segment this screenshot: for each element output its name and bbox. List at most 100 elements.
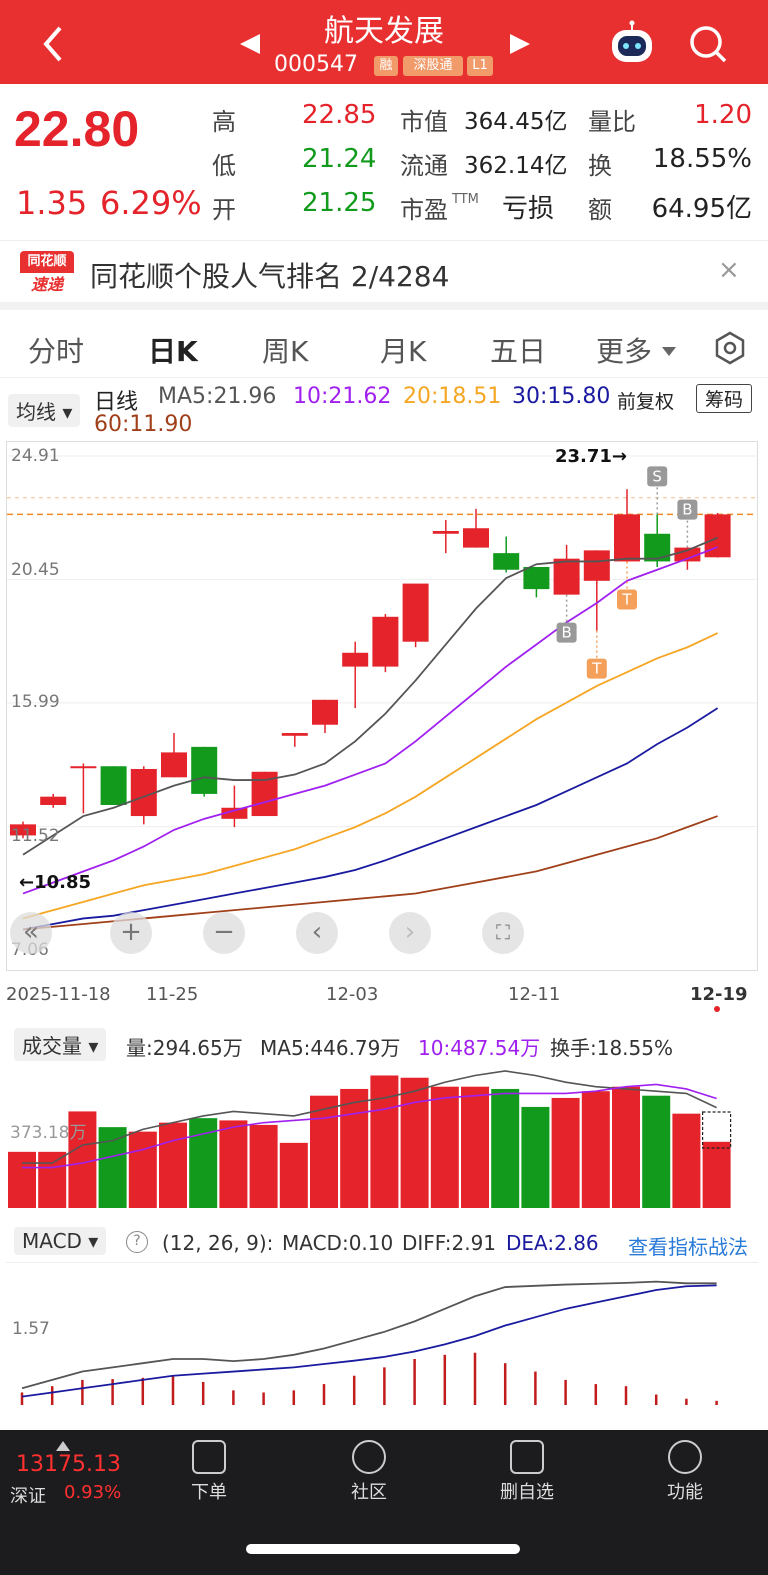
- volume-ma5: MA5:446.79万: [260, 1036, 401, 1060]
- ma10-line: [22, 546, 718, 895]
- chevron-left-icon[interactable]: [36, 22, 72, 66]
- tab-monthly[interactable]: 月K: [380, 335, 427, 368]
- diff-value: DIFF:2.91: [402, 1231, 497, 1255]
- ma-dropdown[interactable]: 均线 ▾: [8, 394, 81, 427]
- candle-body: [614, 514, 640, 562]
- zoom-in-icon[interactable]: +: [110, 912, 152, 954]
- zoom-out-icon[interactable]: −: [203, 912, 245, 954]
- remove-watchlist-button[interactable]: 删自选: [472, 1440, 582, 1504]
- volume-bar: [672, 1113, 701, 1208]
- volume-bar: [98, 1127, 127, 1208]
- ma30-line: [22, 707, 719, 931]
- quote-panel: 22.80 1.35 6.29% 高 22.85 低 21.24 开 21.25…: [0, 84, 768, 238]
- candle-body: [463, 528, 489, 548]
- float-value: 362.14亿: [464, 153, 568, 179]
- functions-button[interactable]: 功能: [630, 1440, 740, 1504]
- mcap-label: 市值: [400, 108, 448, 136]
- today-dot: [714, 1006, 720, 1012]
- candle-body: [191, 746, 218, 794]
- volume-bar: [430, 1086, 459, 1208]
- index-name: 深证: [10, 1486, 46, 1507]
- candle-body: [553, 558, 580, 595]
- signal-label: B: [682, 501, 692, 519]
- tab-more[interactable]: 更多: [596, 335, 653, 368]
- tag-level: L1: [467, 56, 493, 76]
- tag-margin: 融: [374, 56, 398, 76]
- ths-logo: 同花顺 速递: [20, 251, 74, 297]
- prev-stock-icon[interactable]: [238, 32, 262, 60]
- index-up-icon: [56, 1436, 70, 1455]
- candle-body: [372, 616, 399, 667]
- macd-svg: [20, 1280, 718, 1405]
- high-value: 22.85: [302, 100, 377, 130]
- volume-bar: [159, 1122, 187, 1208]
- signal-badge: [677, 499, 698, 520]
- kline-kind: 日线: [94, 390, 139, 415]
- volume-bar: [581, 1091, 610, 1208]
- order-icon: [192, 1440, 226, 1474]
- candle-body: [432, 530, 459, 534]
- home-indicator: [246, 1544, 520, 1554]
- volume-bar: [340, 1088, 369, 1208]
- signal-label: T: [621, 590, 632, 608]
- candle-body: [523, 566, 550, 590]
- caret-down-icon: [662, 342, 676, 361]
- candle-body: [342, 652, 369, 667]
- volume-bar: [702, 1141, 731, 1208]
- low-value: 21.24: [302, 144, 377, 174]
- volume-bar: [38, 1151, 67, 1208]
- pe-label: 市盈: [400, 196, 448, 224]
- candle-body: [130, 769, 157, 817]
- tab-intraday[interactable]: 分时: [28, 335, 85, 368]
- date-axis: 2025-11-18 11-25 12-03 12-11 12-19: [0, 980, 768, 1012]
- open-value: 21.25: [302, 188, 377, 218]
- close-icon[interactable]: ×: [718, 255, 740, 285]
- tab-weekly[interactable]: 周K: [262, 335, 309, 368]
- volume-ratio-value: 1.20: [694, 100, 752, 130]
- top-bar: 航天发展 000547 融 深股通 L1: [0, 0, 768, 84]
- ma20-line: [22, 632, 718, 920]
- pan-left-icon[interactable]: ‹: [296, 912, 338, 954]
- pe-value: 亏损: [502, 194, 555, 224]
- date-label: 12-03: [326, 984, 379, 1005]
- ma5-line: [22, 536, 718, 856]
- chart-settings-icon[interactable]: [712, 330, 748, 370]
- pe-ttm-label: TTM: [452, 192, 479, 207]
- candle-body: [644, 533, 671, 562]
- pan-right-icon[interactable]: ›: [389, 912, 431, 954]
- macd-chart[interactable]: 1.57: [6, 1262, 758, 1407]
- popularity-banner[interactable]: 同花顺 速递 同花顺个股人气排名 2/4284 ×: [0, 240, 768, 310]
- open-label: 开: [212, 196, 236, 224]
- y-tick-label: 11.52: [11, 826, 60, 846]
- volume-bar: [310, 1095, 338, 1208]
- tab-daily[interactable]: 日K: [148, 335, 198, 368]
- volume-bar: [461, 1086, 489, 1208]
- y-tick-label: 20.45: [11, 560, 60, 580]
- price-change-pct: 6.29%: [100, 184, 202, 222]
- robot-icon[interactable]: [608, 20, 656, 72]
- zoom-out-left-icon[interactable]: «: [10, 912, 52, 954]
- volume-bar: [612, 1086, 640, 1208]
- index-value[interactable]: 13175.13: [16, 1452, 121, 1477]
- order-button[interactable]: 下单: [154, 1440, 264, 1504]
- volume-bar: [400, 1077, 429, 1208]
- volume-dropdown[interactable]: 成交量 ▾: [14, 1028, 107, 1061]
- macd-params: (12, 26, 9):: [162, 1231, 274, 1255]
- high-annotation: 23.71→: [555, 446, 628, 467]
- tab-five-day[interactable]: 五日: [490, 335, 547, 368]
- low-annotation: ←10.85: [19, 872, 92, 893]
- menu-icon: [668, 1440, 702, 1474]
- date-label: 11-25: [146, 984, 199, 1005]
- high-label: 高: [212, 108, 236, 136]
- volume-chart[interactable]: 373.18万: [6, 1062, 758, 1210]
- chip-button[interactable]: 筹码: [696, 384, 753, 413]
- search-icon[interactable]: [688, 24, 728, 68]
- adjust-mode[interactable]: 前复权: [617, 391, 675, 413]
- fullscreen-icon[interactable]: ⛶: [482, 912, 524, 954]
- indicator-strategy-link[interactable]: 查看指标战法: [628, 1235, 748, 1259]
- macd-dropdown[interactable]: MACD ▾: [14, 1227, 107, 1255]
- community-button[interactable]: 社区: [314, 1440, 424, 1504]
- help-icon[interactable]: ?: [126, 1231, 148, 1253]
- next-stock-icon[interactable]: [508, 32, 532, 60]
